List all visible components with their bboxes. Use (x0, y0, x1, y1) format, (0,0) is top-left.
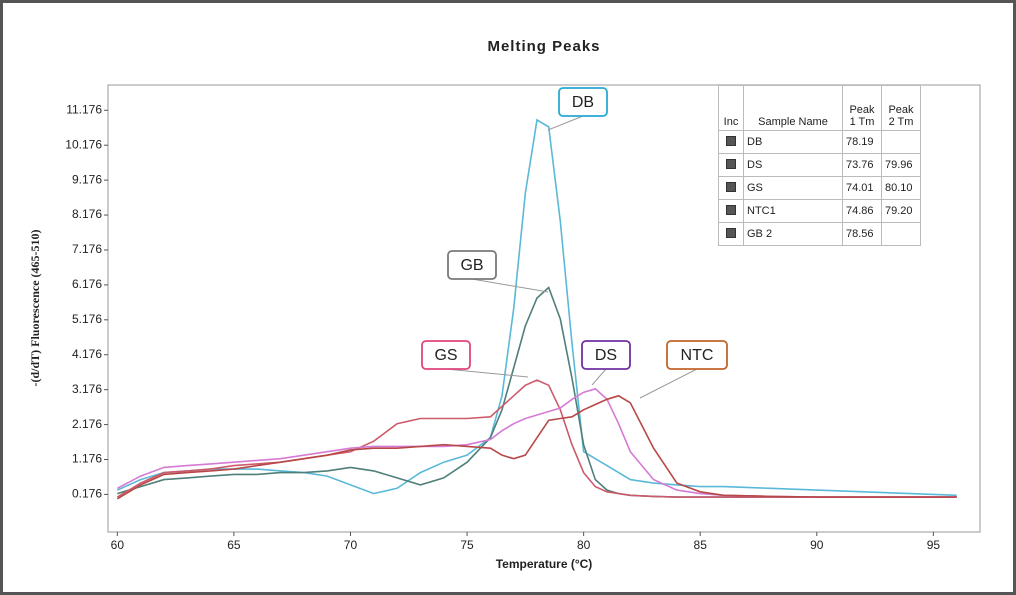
table-cell: DB (743, 130, 843, 154)
callout-box (558, 87, 608, 117)
table-cell: 78.56 (842, 222, 882, 246)
table-cell: GS (743, 176, 843, 200)
chart-title: Melting Peaks (487, 38, 600, 55)
x-tick-label: 85 (694, 538, 708, 552)
x-tick-label: 90 (810, 538, 824, 552)
y-tick-label: 9.176 (72, 172, 102, 186)
callout-box (421, 340, 471, 370)
callout-label: GB (460, 257, 483, 274)
table-cell: GB 2 (743, 222, 843, 246)
table-row: NTC1 74.86 79.20 (718, 199, 921, 223)
series-line (116, 394, 957, 500)
x-tick-label: 95 (927, 538, 941, 552)
include-cell (718, 199, 744, 223)
callout-leader (639, 368, 698, 399)
table-cell: 80.10 (881, 176, 921, 200)
y-tick-label: 1.176 (72, 452, 102, 466)
series-line (116, 379, 957, 498)
header-cell: Peak 1 Tm (842, 85, 882, 131)
table-row: GS 74.01 80.10 (718, 176, 921, 200)
include-cell (718, 222, 744, 246)
y-tick-label: 8.176 (72, 207, 102, 221)
table-cell: 73.76 (842, 153, 882, 177)
y-tick-label: 4.176 (72, 347, 102, 361)
include-cell (718, 130, 744, 154)
callout-label: DB (572, 94, 594, 111)
table-cell: 79.96 (881, 153, 921, 177)
header-cell: Sample Name (743, 85, 843, 131)
y-tick-label: 0.176 (72, 487, 102, 501)
checkbox (726, 204, 736, 215)
callout-label: DS (595, 347, 617, 364)
include-cell (718, 176, 744, 200)
table-row: DB 78.19 (718, 130, 921, 154)
callout-box (447, 250, 497, 280)
y-tick-label: 5.176 (72, 312, 102, 326)
table-cell: DS (743, 153, 843, 177)
table-row: DS 73.76 79.96 (718, 153, 921, 177)
table-cell: 74.01 (842, 176, 882, 200)
checkbox (726, 135, 736, 146)
y-tick-label: 6.176 (72, 277, 102, 291)
x-tick-label: 70 (344, 538, 358, 552)
callout-box (666, 340, 728, 370)
x-tick-label: 65 (227, 538, 241, 552)
series-line (116, 118, 957, 497)
table-cell (881, 222, 921, 246)
y-tick-label: 7.176 (72, 242, 102, 256)
y-tick-label: 2.176 (72, 417, 102, 431)
x-tick-label: 60 (111, 538, 125, 552)
checkbox (726, 181, 736, 192)
checkbox (726, 158, 736, 169)
callout-leader (547, 115, 584, 131)
table-cell: 79.20 (881, 199, 921, 223)
header-cell: Inc (718, 85, 744, 131)
results-table: Inc Sample Name Peak 1 Tm Peak 2 Tm DB 78.19 D… (718, 85, 921, 246)
callout-label: NTC (681, 347, 714, 364)
include-cell (718, 153, 744, 177)
callout-label: GS (434, 347, 457, 364)
header-row: Inc Sample Name Peak 1 Tm Peak 2 Tm (718, 85, 921, 131)
callout-leader (445, 368, 529, 378)
callout-box (581, 340, 631, 370)
table-cell: NTC1 (743, 199, 843, 223)
table-cell (881, 130, 921, 154)
y-axis-label: -(d/dT) Fluorescence (465-510) (28, 229, 42, 386)
table-row: GB 2 78.56 (718, 222, 921, 246)
y-tick-label: 10.176 (65, 137, 102, 151)
x-tick-label: 75 (460, 538, 474, 552)
x-tick-label: 80 (577, 538, 591, 552)
checkbox (726, 227, 736, 238)
header-cell: Peak 2 Tm (881, 85, 921, 131)
series-line (116, 387, 957, 498)
x-axis-label: Temperature (°C) (496, 557, 593, 571)
y-tick-label: 3.176 (72, 382, 102, 396)
table-cell: 74.86 (842, 199, 882, 223)
callout-leader (471, 278, 549, 293)
table-cell: 78.19 (842, 130, 882, 154)
y-tick-label: 11.176 (66, 102, 102, 116)
callout-leader (591, 368, 607, 386)
